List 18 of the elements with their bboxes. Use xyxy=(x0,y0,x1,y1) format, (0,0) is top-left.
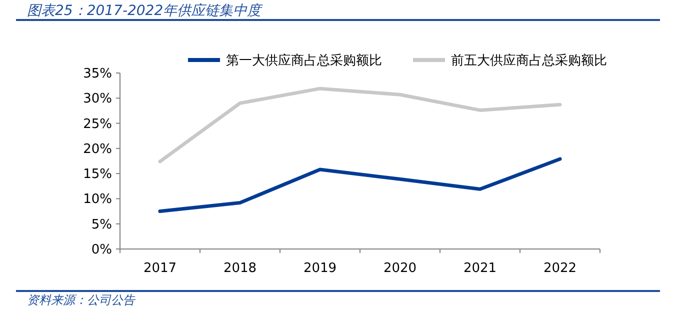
x-tick-label: 2018 xyxy=(223,261,257,276)
y-tick-label: 0% xyxy=(91,242,112,258)
x-tick-label: 2022 xyxy=(543,261,577,276)
y-tick-label: 20% xyxy=(83,142,112,157)
legend-label: 第一大供应商占总采购额比 xyxy=(226,52,382,68)
x-tick-label: 2020 xyxy=(383,261,417,276)
title: 图表25：2017-2022年供应链集中度 xyxy=(27,3,262,19)
y-tick-label: 15% xyxy=(83,167,112,182)
x-tick-label: 2021 xyxy=(463,261,497,276)
x-tick-label: 2017 xyxy=(143,261,177,276)
x-tick-label: 2019 xyxy=(303,261,337,276)
y-tick-label: 25% xyxy=(83,116,112,132)
annotation: 资料来源：公司公告 xyxy=(27,293,135,307)
y-tick-label: 10% xyxy=(83,192,112,208)
y-tick-label: 5% xyxy=(91,217,112,232)
y-tick-label: 35% xyxy=(83,66,112,82)
y-tick-label: 30% xyxy=(83,92,112,107)
legend-label: 前五大供应商占总采购额比 xyxy=(451,52,607,68)
